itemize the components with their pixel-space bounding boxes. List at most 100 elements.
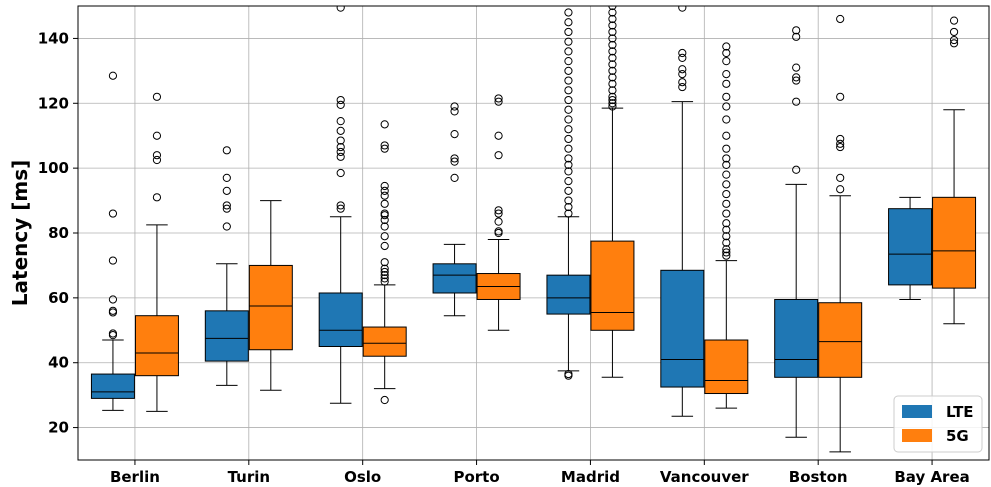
outlier-point (152, 193, 162, 202)
outlier-point (336, 168, 345, 178)
outlier-point (836, 134, 845, 144)
outlier-point (222, 201, 231, 210)
y-tick-label: 100 (38, 159, 69, 177)
outlier-point (564, 186, 573, 195)
outlier-point (608, 53, 617, 62)
box-5g-boston (818, 14, 863, 453)
outlier-point (949, 27, 959, 37)
outlier-point (222, 204, 231, 213)
outlier-point (336, 117, 345, 126)
outlier-point (380, 222, 389, 231)
outlier-point (564, 86, 573, 95)
outlier-point (494, 94, 503, 103)
outlier-point (336, 147, 345, 157)
outlier-point (792, 63, 801, 72)
outlier-point (792, 97, 801, 106)
outlier-point (564, 369, 573, 379)
outlier-point (336, 6, 345, 12)
outlier-point (836, 139, 845, 148)
outlier-point (222, 146, 231, 155)
outlier-point (380, 191, 389, 200)
outlier-point (608, 86, 617, 95)
outlier-point (108, 256, 118, 265)
outlier-point (722, 189, 731, 199)
outlier-point (108, 306, 118, 315)
outlier-point (450, 102, 459, 111)
outlier-point (450, 129, 459, 139)
outlier-point (380, 258, 389, 267)
outlier-point (722, 180, 731, 189)
outlier-point (608, 40, 617, 50)
outlier-point (792, 32, 801, 41)
outlier-point (722, 199, 731, 208)
x-tick-label: Porto (453, 468, 499, 486)
box-5g-bay-area (932, 16, 977, 325)
outlier-point (564, 202, 573, 212)
outlier-point (678, 53, 687, 62)
y-tick-label: 80 (48, 224, 69, 242)
outlier-point (836, 142, 845, 152)
outlier-point (722, 232, 731, 241)
box-body (318, 292, 363, 347)
outlier-point (608, 47, 617, 56)
outlier-point (836, 92, 845, 101)
outlier-point (380, 241, 389, 251)
y-tick-label: 140 (38, 29, 69, 47)
outlier-point (678, 82, 687, 92)
legend-label-5g: 5G (946, 427, 969, 445)
outlier-point (380, 232, 389, 241)
outlier-point (222, 222, 231, 231)
outlier-point (678, 65, 687, 74)
outlier-point (380, 181, 389, 191)
outlier-point (722, 209, 731, 218)
outlier-point (722, 70, 731, 79)
box-body (774, 298, 819, 378)
box-body (432, 263, 477, 294)
y-tick-label: 60 (48, 289, 69, 307)
outlier-point (722, 245, 731, 254)
outlier-point (222, 173, 231, 182)
outlier-point (949, 35, 959, 45)
outlier-point (722, 92, 731, 101)
box-body (704, 339, 749, 395)
outlier-point (152, 155, 162, 165)
outlier-point (494, 217, 503, 226)
outlier-point (564, 57, 573, 66)
outlier-point (836, 14, 845, 24)
outlier-point (380, 209, 389, 218)
box-lte-vancouver (660, 6, 705, 417)
outlier-point (450, 107, 459, 116)
grid (78, 6, 989, 460)
outlier-point (336, 126, 345, 135)
x-tick-label: Madrid (561, 468, 620, 486)
box-lte-porto (432, 102, 477, 317)
outlier-point (949, 16, 959, 25)
outlier-point (380, 271, 389, 280)
outlier-point (564, 47, 573, 56)
outlier-point (722, 238, 731, 247)
outlier-point (380, 199, 389, 208)
outlier-point (152, 92, 162, 101)
y-tick-label: 40 (48, 354, 69, 372)
outlier-point (836, 173, 845, 182)
outlier-point (336, 201, 345, 210)
outlier-point (380, 141, 389, 150)
outlier-point (222, 186, 231, 195)
legend-swatch-lte (902, 405, 932, 418)
outlier-point (608, 95, 617, 105)
outlier-point (450, 173, 459, 182)
outlier-point (678, 6, 687, 12)
outlier-point (722, 225, 731, 234)
box-5g-oslo (362, 120, 407, 405)
outlier-point (564, 125, 573, 134)
outlier-point (336, 136, 345, 145)
outlier-point (608, 102, 617, 111)
outlier-point (564, 144, 573, 153)
legend: LTE 5G (893, 395, 983, 453)
outlier-point (792, 73, 801, 82)
outlier-point (494, 209, 503, 218)
outlier-point (564, 8, 573, 17)
outlier-point (608, 79, 617, 88)
box-body (134, 315, 179, 377)
outlier-point (949, 39, 959, 48)
